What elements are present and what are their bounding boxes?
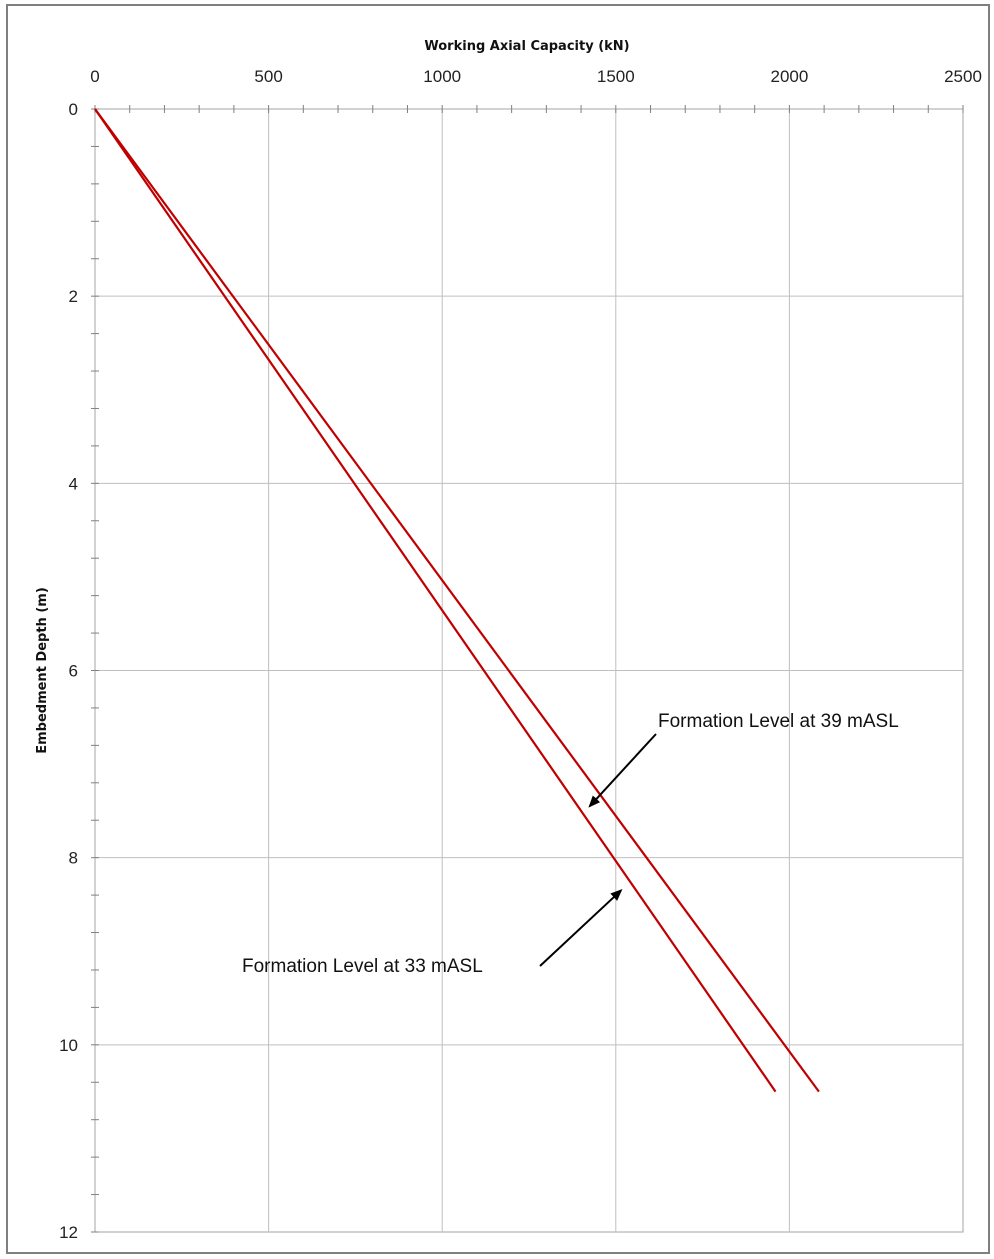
y-tick-label: 2 xyxy=(69,287,78,306)
series-line-1 xyxy=(94,108,820,1093)
y-tick-label: 12 xyxy=(59,1223,78,1242)
y-tick-label: 0 xyxy=(69,100,78,119)
x-tick-label: 1500 xyxy=(597,67,635,86)
annotation-label-1: Formation Level at 39 mASL xyxy=(658,711,899,732)
series-line-2 xyxy=(94,108,777,1093)
y-tick-label: 8 xyxy=(69,849,78,868)
x-tick-label: 2000 xyxy=(770,67,808,86)
x-tick-label: 1000 xyxy=(423,67,461,86)
y-tick-label: 6 xyxy=(69,662,78,681)
y-tick-label: 4 xyxy=(69,474,78,493)
x-tick-label: 500 xyxy=(254,67,282,86)
y-axis-title: Embedment Depth (m) xyxy=(35,587,50,754)
y-tick-label: 10 xyxy=(59,1036,78,1055)
x-tick-label: 0 xyxy=(90,67,99,86)
annotation-arrow-1 xyxy=(588,733,657,808)
x-axis-title: Working Axial Capacity (kN) xyxy=(424,39,629,54)
annotation-label-2: Formation Level at 33 mASL xyxy=(242,956,483,977)
x-tick-label: 2500 xyxy=(944,67,982,86)
annotation-arrow-2 xyxy=(539,889,623,967)
